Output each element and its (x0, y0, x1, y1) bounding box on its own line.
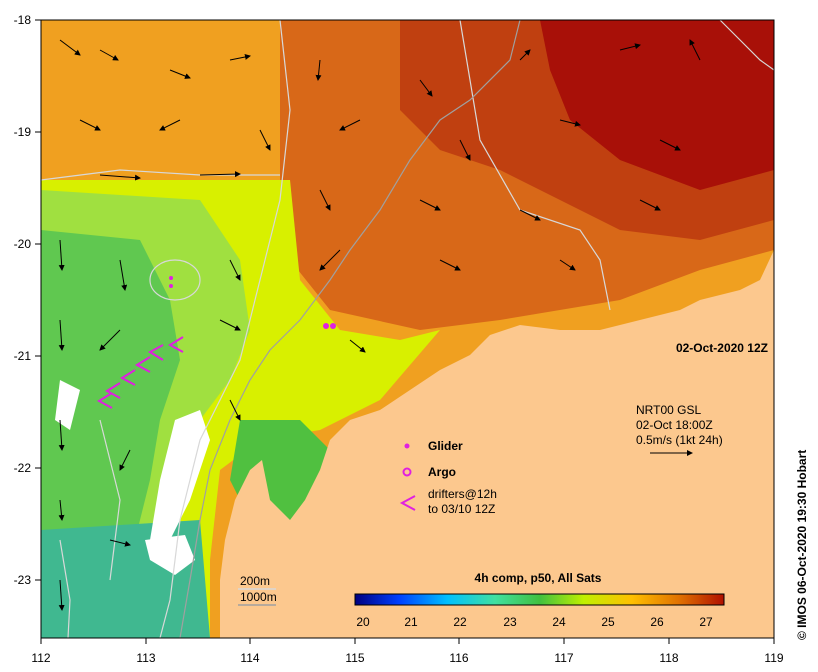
colorbar-tick-27: 27 (699, 615, 713, 629)
land-australia (220, 250, 774, 638)
current-vectors (58, 39, 701, 611)
colorbar-tick-22: 22 (453, 615, 467, 629)
depth-label-1000m: 1000m (240, 590, 277, 604)
current-info-line1: NRT00 GSL (636, 403, 701, 417)
legend-drifters-line1: drifters@12h (428, 487, 497, 501)
lat-tick-20: -20 (14, 237, 32, 251)
legend-drifters-line2: to 03/10 12Z (428, 502, 495, 516)
colorbar: 4h comp, p50, All Sats 20 21 22 23 24 25… (354, 571, 725, 629)
lat-tick-18: -18 (14, 13, 32, 27)
current-info-line3: 0.5m/s (1kt 24h) (636, 433, 723, 447)
date-label: 02-Oct-2020 12Z (676, 341, 768, 355)
argo-icon (402, 467, 412, 477)
drifter-icon (399, 495, 416, 511)
glider-markers (169, 276, 336, 329)
colorbar-tick-20: 20 (356, 615, 370, 629)
drifter-tracks (96, 336, 184, 409)
lon-tick-114: 114 (240, 651, 259, 665)
credit-label: © IMOS 06-Oct-2020 19:30 Hobart (795, 450, 809, 640)
depth-labels: 200m 1000m (238, 574, 277, 606)
lat-tick-19: -19 (14, 125, 32, 139)
lat-tick-21: -21 (14, 349, 32, 363)
map-frame (40, 19, 775, 639)
shelf-contours (179, 19, 521, 639)
lat-tick-22: -22 (14, 461, 32, 475)
current-info: NRT00 GSL 02-Oct 18:00Z 0.5m/s (1kt 24h) (636, 403, 723, 456)
lat-tick-labels: -18 -19 -20 -21 -22 -23 (14, 13, 32, 587)
colorbar-title: 4h comp, p50, All Sats (475, 571, 602, 585)
lat-tick-23: -23 (14, 573, 32, 587)
lon-tick-112: 112 (31, 651, 50, 665)
lon-tick-115: 115 (345, 651, 364, 665)
legend-glider-label: Glider (428, 439, 463, 453)
lon-tick-113: 113 (136, 651, 155, 665)
colorbar-tick-24: 24 (552, 615, 566, 629)
legend-argo-label: Argo (428, 465, 456, 479)
glider-icon (404, 443, 410, 449)
current-info-line2: 02-Oct 18:00Z (636, 418, 713, 432)
lon-tick-labels: 112 113 114 115 116 117 118 119 (31, 651, 783, 665)
colorbar-tick-25: 25 (601, 615, 615, 629)
colorbar-tick-21: 21 (404, 615, 418, 629)
colorbar-tick-26: 26 (650, 615, 664, 629)
lon-tick-118: 118 (659, 651, 678, 665)
depth-label-200m: 200m (240, 574, 270, 588)
lon-tick-116: 116 (449, 651, 468, 665)
axis-ticks (35, 19, 775, 644)
colorbar-gradient (354, 593, 725, 606)
lon-tick-119: 119 (764, 651, 783, 665)
legend: Glider Argo drifters@12h to 03/10 12Z (399, 439, 497, 516)
colorbar-tick-23: 23 (503, 615, 517, 629)
lon-tick-117: 117 (554, 651, 573, 665)
